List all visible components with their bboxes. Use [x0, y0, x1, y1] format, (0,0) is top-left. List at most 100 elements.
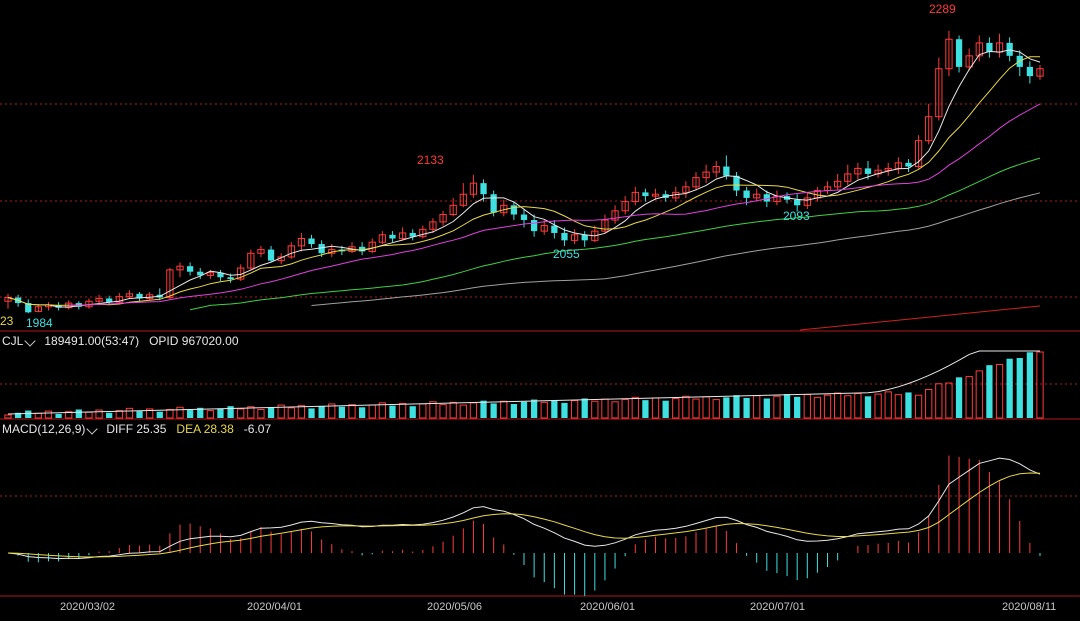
candle[interactable] [166, 269, 174, 299]
candle[interactable] [955, 39, 963, 67]
volume-bar[interactable] [439, 404, 447, 419]
volume-bar[interactable] [1026, 352, 1034, 418]
candle[interactable] [975, 42, 983, 57]
candle[interactable] [692, 177, 700, 188]
candle[interactable] [723, 166, 730, 176]
candle[interactable] [389, 234, 396, 239]
candle[interactable] [712, 166, 720, 173]
candle[interactable] [469, 182, 478, 195]
candle[interactable] [530, 220, 538, 232]
volume-bar[interactable] [459, 404, 467, 419]
candle[interactable] [55, 304, 62, 308]
candle[interactable] [965, 55, 973, 68]
candle[interactable] [925, 116, 933, 142]
candle[interactable] [844, 173, 852, 182]
volume-bar[interactable] [115, 410, 123, 419]
candle[interactable] [621, 201, 629, 212]
candle[interactable] [945, 38, 953, 70]
volume-bar[interactable] [308, 408, 315, 418]
candle[interactable] [682, 186, 690, 193]
candle[interactable] [267, 249, 275, 261]
volume-bar[interactable] [75, 409, 82, 418]
candle[interactable] [459, 193, 467, 206]
candle[interactable] [125, 293, 134, 298]
candle[interactable] [702, 171, 710, 179]
volume-bar[interactable] [753, 395, 761, 419]
volume-bar[interactable] [125, 407, 134, 419]
candle[interactable] [257, 249, 265, 254]
candle[interactable] [358, 246, 366, 252]
volume-bar[interactable] [4, 414, 12, 419]
candle[interactable] [318, 244, 325, 254]
volume-bar[interactable] [823, 394, 832, 419]
candle[interactable] [540, 225, 548, 232]
volume-bar[interactable] [237, 408, 245, 419]
volume-bar[interactable] [682, 395, 690, 419]
volume-bar[interactable] [692, 398, 700, 419]
volume-bar[interactable] [389, 405, 396, 418]
candle[interactable] [115, 296, 123, 303]
candle[interactable] [439, 214, 447, 223]
candle[interactable] [287, 245, 295, 258]
candle[interactable] [753, 193, 761, 199]
candle[interactable] [510, 205, 518, 215]
volume-bar[interactable] [702, 396, 710, 419]
volume-bar[interactable] [1036, 351, 1044, 419]
candle[interactable] [429, 221, 437, 230]
volume-bar[interactable] [146, 408, 154, 419]
macd-panel[interactable] [7, 455, 1041, 596]
volume-bar[interactable] [986, 365, 993, 418]
volume-bar[interactable] [156, 411, 163, 418]
chevron-down-icon[interactable] [24, 335, 37, 347]
candle[interactable] [570, 234, 579, 241]
volume-bar[interactable] [197, 407, 204, 418]
candle[interactable] [297, 238, 306, 247]
volume-bar[interactable] [318, 406, 325, 418]
volume-bar[interactable] [95, 409, 103, 419]
candle[interactable] [206, 272, 214, 276]
candle[interactable] [106, 298, 113, 303]
volume-bar[interactable] [338, 406, 346, 418]
volume-bar[interactable] [409, 406, 416, 418]
volume-bar[interactable] [348, 404, 356, 419]
volume-bar[interactable] [358, 407, 366, 418]
volume-bar[interactable] [398, 402, 407, 419]
volume-bar[interactable] [905, 392, 912, 418]
volume-bar[interactable] [510, 404, 518, 418]
volume-bar[interactable] [1016, 358, 1023, 418]
candle[interactable] [398, 232, 407, 240]
candle[interactable] [631, 191, 639, 203]
volume-bar[interactable] [106, 412, 113, 418]
volume-bar[interactable] [227, 406, 234, 418]
candle[interactable] [409, 232, 416, 237]
candle[interactable] [651, 193, 660, 197]
candle[interactable] [136, 293, 143, 299]
volume-bar[interactable] [662, 400, 669, 418]
volume-bar[interactable] [429, 401, 437, 419]
volume-bar[interactable] [642, 400, 649, 418]
volume-bar[interactable] [217, 408, 224, 418]
candle[interactable] [601, 219, 609, 232]
volume-bar[interactable] [206, 410, 214, 419]
candle[interactable] [551, 225, 558, 233]
volume-bar[interactable] [277, 404, 285, 419]
candle[interactable] [25, 303, 32, 313]
volume-bar[interactable] [419, 403, 427, 419]
candle[interactable] [1036, 68, 1044, 77]
candle[interactable] [864, 168, 872, 174]
volume-bar[interactable] [328, 403, 336, 419]
volume-bar[interactable] [469, 402, 478, 419]
candle[interactable] [217, 272, 224, 278]
volume-bar[interactable] [783, 394, 791, 418]
volume-bar[interactable] [65, 411, 73, 419]
volume-bar[interactable] [490, 403, 497, 418]
volume-bar[interactable] [672, 397, 680, 419]
volume-bar[interactable] [813, 396, 822, 419]
volume-bar[interactable] [136, 411, 143, 418]
volume-bar[interactable] [894, 394, 902, 419]
volume-bar[interactable] [651, 397, 660, 419]
candle[interactable] [449, 204, 457, 216]
volume-bar[interactable] [520, 401, 528, 418]
volume-indicator-label[interactable]: CJL [2, 334, 24, 348]
volume-bar[interactable] [935, 383, 943, 419]
